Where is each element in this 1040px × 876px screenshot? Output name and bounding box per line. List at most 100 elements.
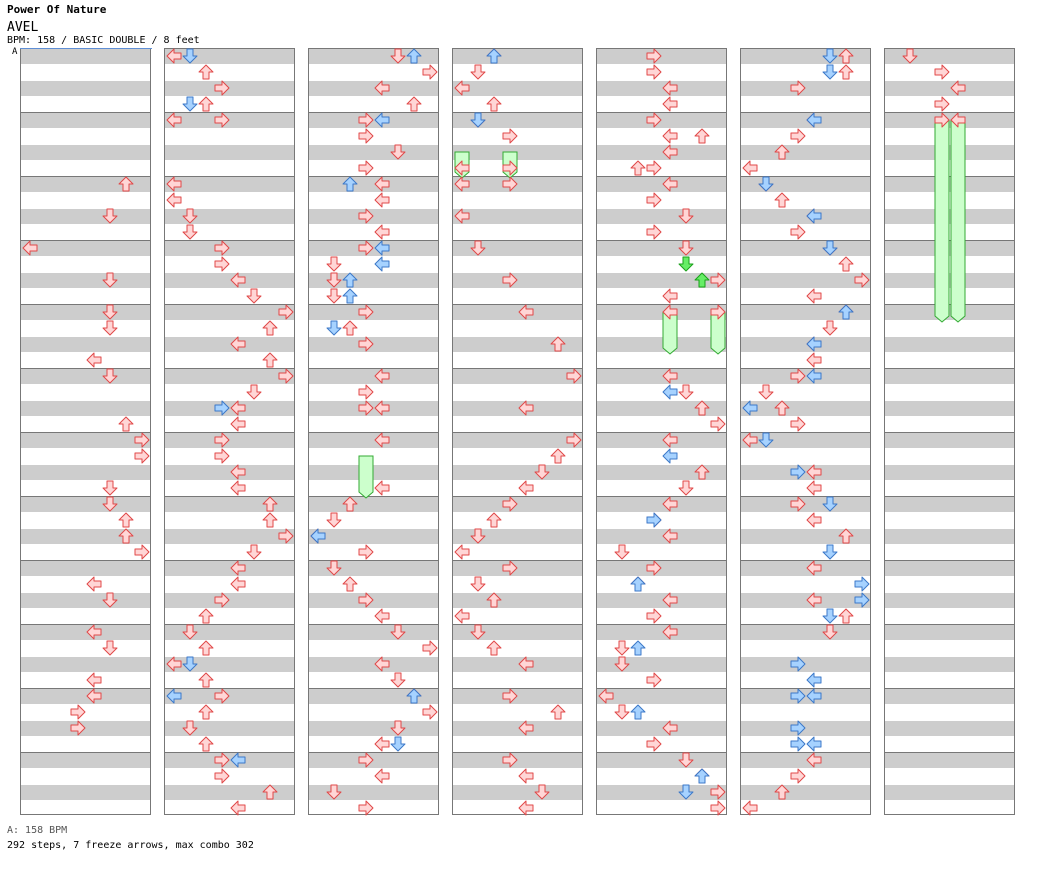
right-arrow-icon bbox=[934, 64, 950, 80]
right-arrow-icon bbox=[214, 688, 230, 704]
right-arrow-icon bbox=[934, 112, 950, 128]
right-arrow-icon bbox=[790, 656, 806, 672]
measure-line bbox=[597, 688, 726, 689]
left-arrow-icon bbox=[662, 720, 678, 736]
up-arrow-icon bbox=[262, 496, 278, 512]
measure-line bbox=[597, 304, 726, 305]
beat-stripe bbox=[309, 241, 438, 256]
down-arrow-icon bbox=[102, 320, 118, 336]
beat-stripe bbox=[741, 721, 870, 736]
left-arrow-icon bbox=[454, 608, 470, 624]
left-arrow-icon bbox=[806, 368, 822, 384]
measure-line bbox=[597, 240, 726, 241]
beat-stripe bbox=[309, 689, 438, 704]
down-arrow-icon bbox=[614, 544, 630, 560]
beat-stripe bbox=[21, 273, 150, 288]
beat-stripe bbox=[597, 113, 726, 128]
beat-stripe bbox=[21, 529, 150, 544]
right-arrow-icon bbox=[502, 560, 518, 576]
beat-stripe bbox=[309, 625, 438, 640]
beat-stripe bbox=[885, 753, 1014, 768]
beat-stripe bbox=[165, 369, 294, 384]
right-arrow-icon bbox=[646, 672, 662, 688]
right-arrow-icon bbox=[790, 368, 806, 384]
beat-stripe bbox=[885, 721, 1014, 736]
beat-stripe bbox=[453, 721, 582, 736]
beat-stripe bbox=[741, 273, 870, 288]
measure-line bbox=[309, 112, 438, 113]
beat-stripe bbox=[309, 209, 438, 224]
beat-stripe bbox=[453, 177, 582, 192]
beat-stripe bbox=[309, 497, 438, 512]
measure-line bbox=[597, 368, 726, 369]
right-arrow-icon bbox=[790, 688, 806, 704]
left-arrow-icon bbox=[806, 480, 822, 496]
beat-stripe bbox=[597, 753, 726, 768]
left-arrow-icon bbox=[166, 656, 182, 672]
left-arrow-icon bbox=[310, 528, 326, 544]
beat-stripe bbox=[309, 561, 438, 576]
right-arrow-icon bbox=[646, 560, 662, 576]
down-arrow-icon bbox=[390, 624, 406, 640]
down-arrow-icon bbox=[102, 640, 118, 656]
right-arrow-icon bbox=[358, 400, 374, 416]
beat-stripe bbox=[885, 81, 1014, 96]
down-arrow-icon bbox=[822, 240, 838, 256]
down-arrow-icon bbox=[822, 64, 838, 80]
left-arrow-icon bbox=[806, 352, 822, 368]
segment-label: A bbox=[12, 47, 18, 57]
beat-stripe bbox=[453, 593, 582, 608]
down-arrow-icon bbox=[182, 208, 198, 224]
down-arrow-icon bbox=[470, 64, 486, 80]
right-arrow-icon bbox=[646, 192, 662, 208]
beat-stripe bbox=[885, 657, 1014, 672]
right-arrow-icon bbox=[710, 304, 726, 320]
beat-stripe bbox=[453, 689, 582, 704]
left-arrow-icon bbox=[454, 176, 470, 192]
down-arrow-icon bbox=[390, 48, 406, 64]
left-arrow-icon bbox=[662, 80, 678, 96]
measure-line bbox=[165, 368, 294, 369]
measure-line bbox=[21, 176, 150, 177]
beat-stripe bbox=[453, 273, 582, 288]
right-arrow-icon bbox=[214, 592, 230, 608]
beat-stripe bbox=[21, 593, 150, 608]
beat-stripe bbox=[21, 305, 150, 320]
beat-stripe bbox=[741, 401, 870, 416]
measure-line bbox=[741, 368, 870, 369]
down-arrow-icon bbox=[534, 784, 550, 800]
right-arrow-icon bbox=[646, 64, 662, 80]
left-arrow-icon bbox=[166, 112, 182, 128]
measure-line bbox=[597, 752, 726, 753]
beat-stripe bbox=[597, 689, 726, 704]
up-arrow-icon bbox=[838, 48, 854, 64]
left-arrow-icon bbox=[86, 672, 102, 688]
measure-line bbox=[309, 496, 438, 497]
down-arrow-icon bbox=[390, 720, 406, 736]
measure-line bbox=[741, 112, 870, 113]
right-arrow-icon bbox=[134, 544, 150, 560]
left-arrow-icon bbox=[230, 752, 246, 768]
measure-line bbox=[165, 624, 294, 625]
left-arrow-icon bbox=[662, 368, 678, 384]
beat-stripe bbox=[597, 209, 726, 224]
right-arrow-icon bbox=[790, 128, 806, 144]
right-arrow-icon bbox=[358, 592, 374, 608]
left-arrow-icon bbox=[950, 80, 966, 96]
right-arrow-icon bbox=[710, 272, 726, 288]
down-arrow-icon bbox=[678, 208, 694, 224]
left-arrow-icon bbox=[374, 656, 390, 672]
left-arrow-icon bbox=[230, 336, 246, 352]
beat-stripe bbox=[309, 305, 438, 320]
measure-line bbox=[741, 496, 870, 497]
right-arrow-icon bbox=[934, 96, 950, 112]
down-arrow-icon bbox=[902, 48, 918, 64]
footer-bpm: A: 158 BPM bbox=[7, 825, 68, 836]
left-arrow-icon bbox=[518, 800, 534, 816]
beat-stripe bbox=[165, 753, 294, 768]
song-title: Power Of Nature bbox=[7, 3, 107, 16]
right-arrow-icon bbox=[134, 432, 150, 448]
measure-line bbox=[309, 240, 438, 241]
beat-stripe bbox=[885, 369, 1014, 384]
right-arrow-icon bbox=[358, 240, 374, 256]
